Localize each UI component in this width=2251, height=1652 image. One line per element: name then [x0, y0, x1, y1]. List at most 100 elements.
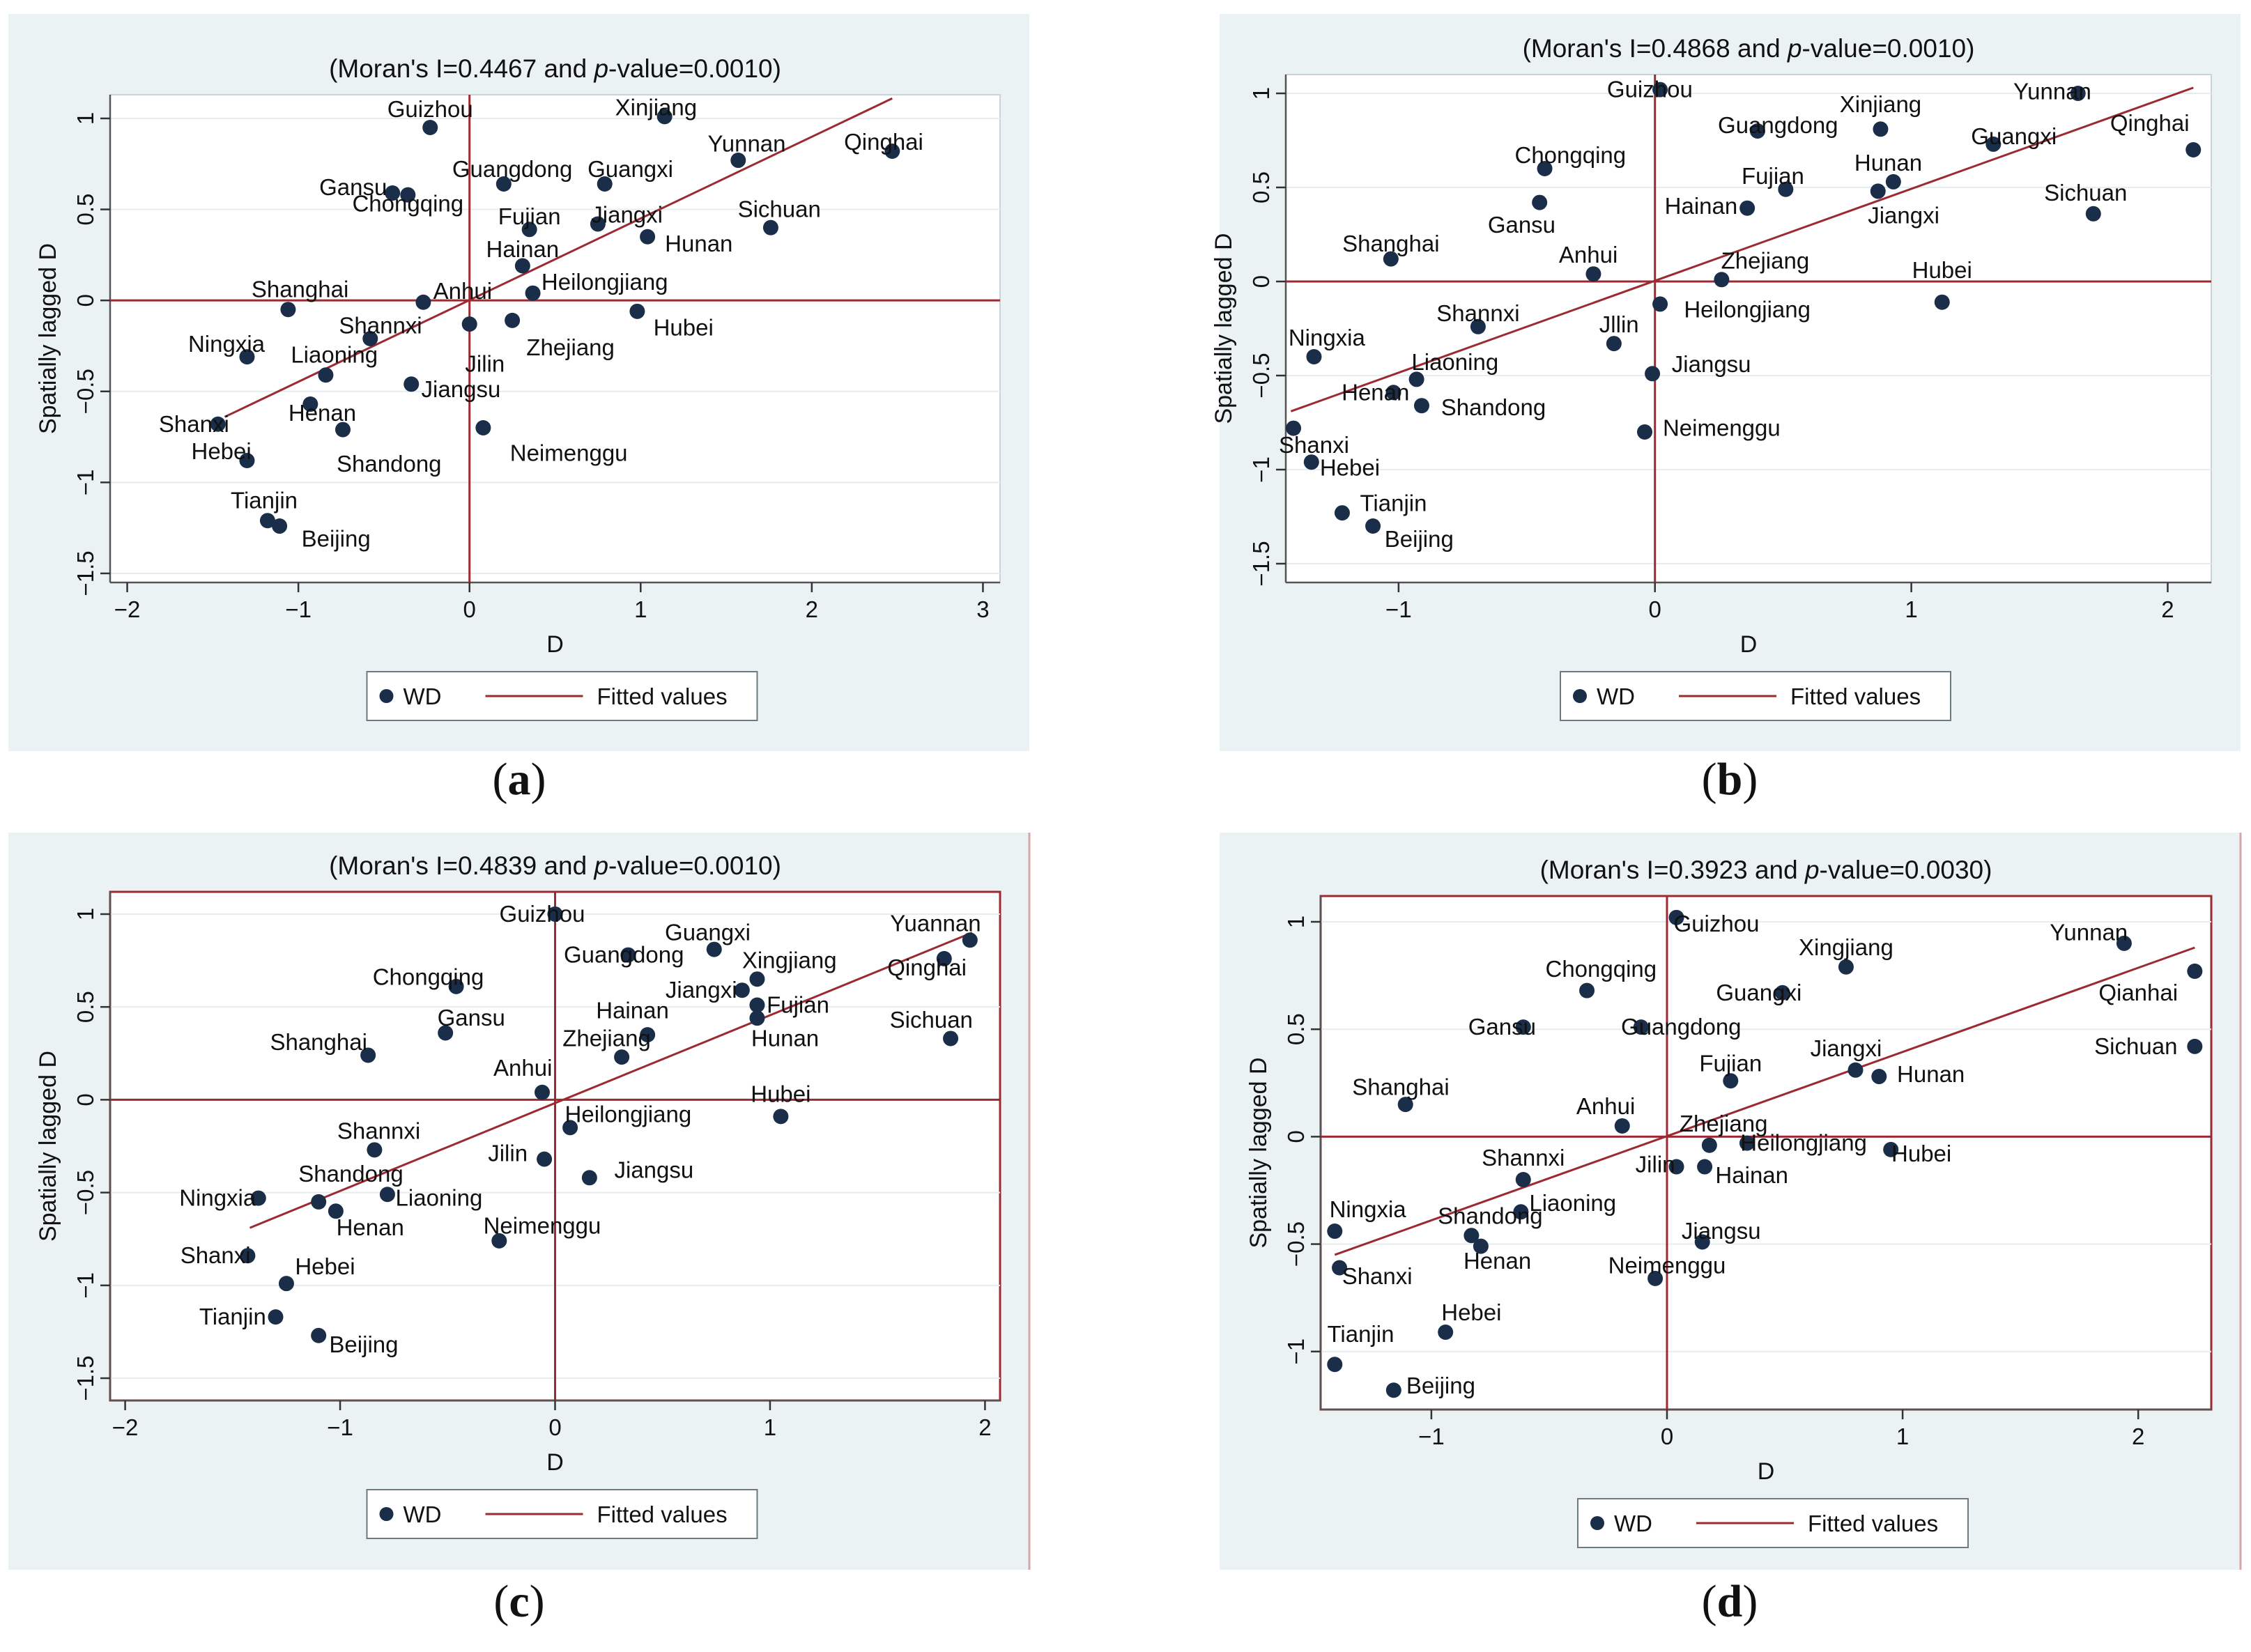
y-tick-label: 0 — [1283, 1130, 1309, 1143]
point-label: Shanxi — [1342, 1263, 1413, 1289]
data-point — [1697, 1159, 1713, 1175]
panel-caption: (a) — [493, 754, 546, 805]
point-label: Hubei — [751, 1081, 810, 1106]
data-point — [2085, 206, 2101, 222]
data-point — [534, 1084, 550, 1100]
point-label: Chongqing — [1515, 142, 1627, 168]
caption-close: ) — [531, 754, 546, 805]
point-label: Qinghai — [2110, 110, 2190, 136]
data-point — [1883, 1141, 1899, 1157]
x-tick-label: 2 — [2161, 596, 2174, 622]
point-label: Henan — [337, 1214, 404, 1240]
point-label: Heilongjiang — [565, 1102, 692, 1127]
y-tick-label: 0.5 — [72, 194, 98, 226]
y-tick-label: 1 — [1283, 916, 1309, 928]
data-point — [2185, 142, 2202, 157]
title-suffix: -value=0.0030) — [1820, 856, 1992, 884]
point-label: Ningxia — [1289, 325, 1366, 350]
fitted-line — [249, 932, 973, 1229]
data-point — [278, 1276, 294, 1292]
point-label: Shandong — [1441, 394, 1546, 420]
data-point — [250, 1190, 266, 1206]
title-suffix: -value=0.0010) — [608, 851, 781, 880]
point-label: Yunnan — [2050, 919, 2128, 945]
caption-letter: c — [509, 1576, 529, 1627]
point-label: Guangdong — [1621, 1014, 1742, 1040]
x-tick-label: 0 — [1649, 596, 1661, 622]
point-label: Tianjin — [231, 487, 298, 513]
data-point — [239, 453, 255, 468]
point-label: Neimenggu — [1608, 1252, 1726, 1278]
title-suffix: -value=0.0010) — [1802, 34, 1975, 63]
point-label: Guizhou — [500, 901, 585, 927]
data-point — [943, 1030, 959, 1047]
data-point — [1385, 385, 1401, 401]
y-tick-label: −1 — [1283, 1338, 1309, 1365]
data-point — [1647, 1270, 1664, 1286]
point-label: Yunnan — [708, 131, 786, 157]
point-label: Jiangsu — [615, 1157, 694, 1183]
data-point — [1513, 1204, 1529, 1220]
point-label: Jiangxi — [1868, 203, 1939, 229]
point-label: Fujian — [1742, 163, 1804, 189]
point-label: Jilin — [488, 1141, 528, 1166]
point-label: Shanghai — [1342, 231, 1439, 256]
point-label: Henan — [1342, 379, 1409, 405]
point-label: Fujian — [1699, 1051, 1762, 1076]
point-label: Jiangsu — [1682, 1218, 1761, 1244]
point-label: Anhui — [493, 1055, 552, 1081]
title-p-symbol: p — [1787, 34, 1802, 63]
point-label: Beijing — [329, 1331, 398, 1357]
data-point — [1870, 183, 1886, 199]
caption-open: ( — [1702, 754, 1717, 805]
data-point — [749, 997, 765, 1013]
legend-line-label: Fitted values — [597, 684, 728, 709]
point-label: Zhejiang — [1680, 1111, 1768, 1136]
title-p-symbol: p — [593, 54, 608, 83]
title-prefix: (Moran's I=0.3923 and — [1540, 856, 1805, 884]
point-label: Shanxi — [1279, 432, 1349, 458]
data-point — [1694, 1234, 1710, 1250]
panel-b: (Moran's I=0.4868 and p-value=0.0010) −1 0… — [1211, 14, 2241, 805]
point-label: Jiangxi — [666, 977, 737, 1003]
data-point — [1985, 136, 2002, 152]
point-label: Henan — [289, 400, 356, 426]
point-label: Hebei — [1320, 454, 1380, 480]
plot-area — [1285, 74, 2212, 583]
data-point — [1723, 1073, 1739, 1089]
data-point — [475, 419, 491, 435]
point-label: Heilongjiang — [1740, 1130, 1867, 1156]
point-label: Guangdong — [1718, 112, 1838, 138]
point-label: Guangxi — [587, 156, 673, 182]
y-tick-label: 0 — [1248, 275, 1274, 288]
data-point — [302, 396, 318, 412]
chart-title: (Moran's I=0.4868 and p-value=0.0010) — [1523, 34, 1975, 63]
data-point — [1383, 251, 1399, 267]
data-point — [1934, 294, 1950, 310]
data-point — [1515, 1019, 1531, 1035]
point-label: Hunan — [1897, 1061, 1965, 1087]
data-point — [311, 1194, 327, 1210]
point-label: Shandong — [337, 451, 441, 477]
data-point — [547, 906, 563, 922]
data-point — [1668, 1159, 1684, 1175]
caption-letter: d — [1717, 1576, 1743, 1627]
data-point — [1633, 1019, 1649, 1035]
data-point — [311, 1327, 327, 1343]
point-label: Guangdong — [564, 942, 684, 968]
point-label: Guizhou — [1607, 77, 1693, 102]
x-tick-label: −2 — [114, 596, 141, 622]
point-label: Shannxi — [339, 313, 422, 339]
x-tick-label: −1 — [327, 1414, 353, 1440]
data-point — [962, 932, 978, 948]
data-point — [1652, 82, 1668, 98]
point-label: Sichuan — [2044, 180, 2127, 206]
y-tick-label: −0.5 — [1248, 353, 1274, 398]
data-point — [1645, 366, 1661, 382]
data-point — [521, 222, 537, 238]
data-point — [505, 312, 521, 328]
point-label: Anhui — [1576, 1093, 1635, 1119]
data-point — [936, 950, 952, 966]
x-axis-label: D — [546, 631, 564, 658]
point-label: Neimenggu — [484, 1213, 601, 1239]
